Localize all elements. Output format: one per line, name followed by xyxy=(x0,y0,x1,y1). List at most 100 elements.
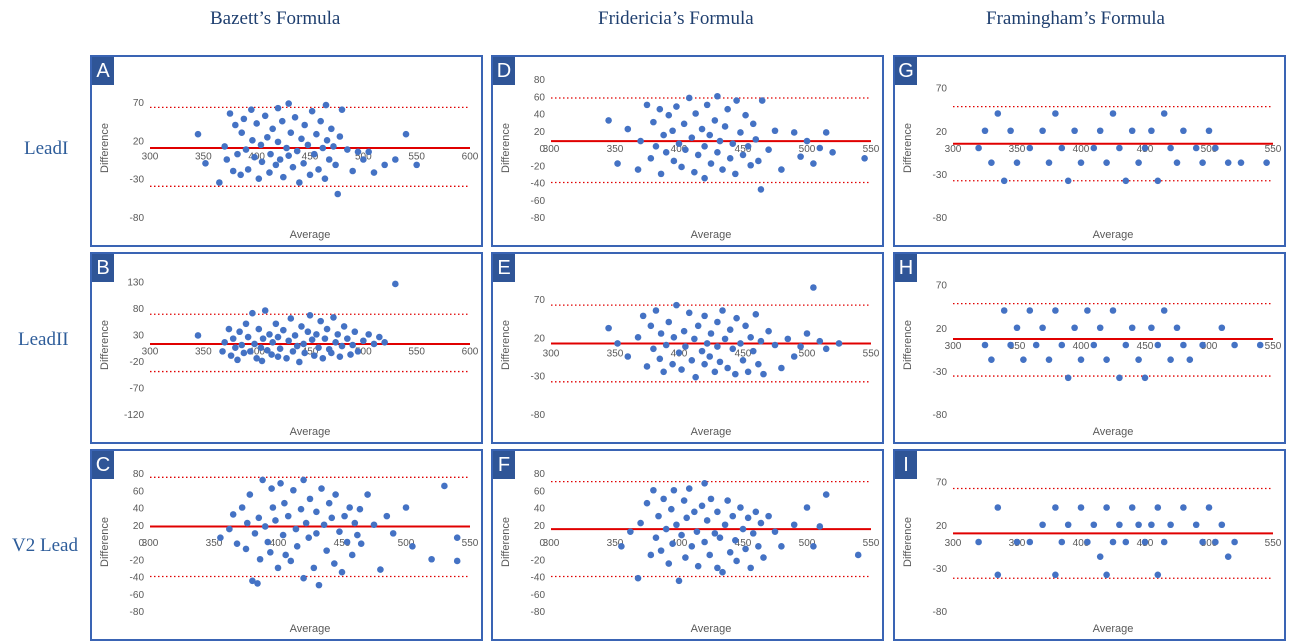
y-tick-label: 80 xyxy=(133,304,145,315)
data-point xyxy=(1141,538,1149,546)
data-point xyxy=(1090,521,1098,529)
x-tick-label: 600 xyxy=(462,346,479,357)
data-point xyxy=(346,504,353,511)
data-point xyxy=(778,166,785,173)
data-point xyxy=(670,157,678,165)
y-tick-label: 70 xyxy=(936,84,948,95)
data-point xyxy=(742,545,749,553)
data-point xyxy=(268,351,275,358)
data-point xyxy=(1160,110,1168,117)
data-point xyxy=(714,564,721,572)
data-point xyxy=(249,309,256,317)
data-point xyxy=(229,335,237,342)
data-point xyxy=(242,146,250,153)
data-point xyxy=(1135,356,1142,363)
data-point xyxy=(349,167,356,175)
x-tick-label: 300 xyxy=(543,349,560,360)
data-point xyxy=(336,133,344,140)
data-point xyxy=(1109,538,1117,546)
chart-svg-d: -80 -60 -40 -20 0 20 40 60 80 300 350 400 450 500 550 A… xyxy=(500,75,880,241)
data-point xyxy=(1103,504,1110,511)
data-point xyxy=(737,129,744,136)
data-point xyxy=(221,339,228,346)
data-point xyxy=(673,301,680,309)
data-point xyxy=(1148,324,1155,332)
data-point xyxy=(305,534,313,541)
data-point xyxy=(323,547,330,554)
data-point xyxy=(724,364,731,372)
chart-svg-i: -80-302070300350400450500550AverageDiffe… xyxy=(902,478,1282,635)
data-point xyxy=(1167,521,1174,529)
data-point xyxy=(1173,159,1181,166)
data-point xyxy=(678,163,685,171)
x-tick-label: 450 xyxy=(1137,341,1154,352)
data-point xyxy=(1160,538,1168,546)
data-point xyxy=(226,525,233,533)
data-point xyxy=(655,512,662,520)
data-point xyxy=(675,577,683,585)
data-point xyxy=(1186,356,1194,363)
data-point xyxy=(1116,144,1123,152)
data-point xyxy=(803,330,811,337)
data-point xyxy=(1167,144,1174,152)
data-point xyxy=(1135,159,1142,166)
data-point xyxy=(251,340,258,348)
data-point xyxy=(742,322,749,330)
data-point xyxy=(1109,110,1117,117)
y-tick-label: -70 xyxy=(130,383,145,394)
data-point xyxy=(647,155,655,162)
data-point xyxy=(281,499,288,507)
data-point xyxy=(810,160,817,167)
y-tick-label: -30 xyxy=(933,367,948,378)
data-point xyxy=(790,129,798,136)
data-point xyxy=(733,557,740,565)
data-point xyxy=(306,311,314,319)
data-point xyxy=(313,530,320,537)
data-point xyxy=(402,504,410,511)
plot-panel-h: H -80 -30 20 70 300 350 400 450 500 550 Average Diff… xyxy=(893,252,1286,444)
data-point xyxy=(1039,521,1046,529)
y-tick-label: 20 xyxy=(936,521,948,532)
y-tick-label: 0 xyxy=(539,538,545,549)
data-point xyxy=(310,352,318,359)
x-tick-label: 550 xyxy=(863,144,880,155)
y-axis-label: Difference xyxy=(902,517,914,567)
data-point xyxy=(287,129,295,136)
data-point xyxy=(724,497,731,504)
data-point xyxy=(733,314,740,322)
data-point xyxy=(703,340,711,347)
data-point xyxy=(308,336,316,343)
data-point xyxy=(637,519,644,527)
data-point xyxy=(657,330,665,337)
data-point xyxy=(650,118,657,126)
data-point xyxy=(652,307,660,314)
data-point xyxy=(721,335,729,343)
data-point xyxy=(994,571,1002,579)
data-point xyxy=(237,171,244,179)
data-point xyxy=(259,335,267,342)
data-point xyxy=(711,368,719,376)
y-tick-label: 60 xyxy=(133,486,145,497)
data-point xyxy=(1154,504,1162,511)
data-point xyxy=(665,560,673,567)
data-point xyxy=(293,543,301,550)
data-point xyxy=(698,125,706,133)
data-point xyxy=(975,538,982,546)
x-tick-label: 300 xyxy=(543,538,560,549)
y-axis-label: Difference xyxy=(902,123,914,173)
y-tick-label: 40 xyxy=(534,110,546,121)
data-point xyxy=(747,564,754,572)
y-tick-label: -120 xyxy=(124,410,144,421)
data-point xyxy=(682,554,689,561)
data-point xyxy=(370,521,378,529)
data-point xyxy=(348,551,356,559)
data-point xyxy=(381,161,388,169)
column-title-bazett: Bazett’s Formula xyxy=(210,8,341,29)
data-point xyxy=(1205,504,1213,511)
data-point xyxy=(714,92,721,100)
data-point xyxy=(264,133,271,141)
data-point xyxy=(255,175,263,182)
data-point xyxy=(755,360,762,368)
data-point xyxy=(810,284,817,291)
data-point xyxy=(749,120,757,128)
